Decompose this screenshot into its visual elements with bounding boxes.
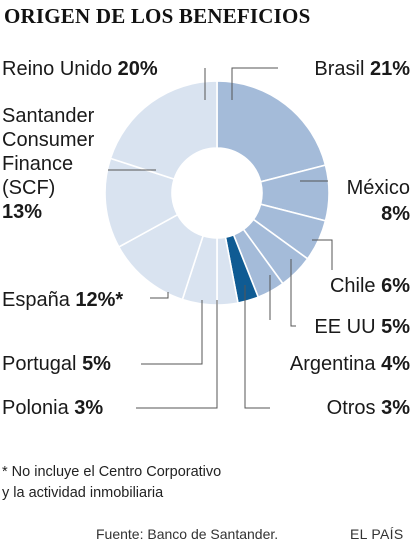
label-text: EE UU: [314, 316, 381, 338]
label-argentina: Argentina 4%: [290, 353, 410, 375]
leader-portugal: [141, 300, 203, 365]
source-credit: Fuente: Banco de Santander.: [96, 526, 279, 542]
value-label: 20%: [118, 58, 158, 80]
label-text: Polonia: [2, 397, 74, 419]
label-text: España: [2, 289, 75, 311]
label-text: Reino Unido: [2, 58, 118, 80]
value-label: 21%: [370, 58, 410, 80]
value-label: 5%: [381, 316, 410, 338]
footnote: * No incluye el Centro Corporativo y la …: [2, 462, 221, 504]
label-text: Chile: [330, 275, 381, 297]
label-brasil: Brasil 21%: [314, 58, 410, 80]
leader-ee-uu: [290, 259, 296, 327]
label-text: Portugal: [2, 353, 82, 375]
leader-polonia: [136, 300, 218, 409]
label-espana: España 12%*: [2, 289, 123, 311]
leader-espana: [150, 292, 169, 299]
label-chile: Chile 6%: [330, 275, 410, 297]
footnote-line-1: * No incluye el Centro Corporativo: [2, 464, 222, 480]
slice-reino-unido: [109, 80, 218, 181]
label-text: Argentina: [290, 353, 381, 375]
label-text: Brasil: [314, 58, 370, 80]
label-line: (SCF): [2, 177, 55, 199]
label-line: Santander: [2, 105, 95, 127]
leader-lines: [108, 67, 333, 409]
leader-chile: [312, 239, 333, 270]
label-line: México: [347, 177, 410, 199]
value-label: 13%: [2, 201, 42, 223]
label-portugal: Portugal 5%: [2, 353, 111, 375]
donut-slices: [104, 80, 330, 306]
chart-title: ORIGEN DE LOS BENEFICIOS: [4, 4, 311, 28]
value-label: 4%: [381, 353, 410, 375]
leader-brasil: [231, 67, 278, 100]
leader-otros: [244, 285, 270, 409]
value-label: 6%: [381, 275, 410, 297]
value-label: 12%*: [75, 289, 123, 311]
value-label: 8%: [381, 203, 410, 225]
label-ee-uu: EE UU 5%: [314, 316, 410, 338]
label-mexico: México 8%: [347, 177, 411, 225]
label-line: Finance: [2, 153, 73, 175]
label-text: Otros: [327, 397, 381, 419]
slice-labels: Brasil 21%México 8%Chile 6%EE UU 5%Argent…: [2, 58, 410, 419]
donut-chart: Brasil 21%México 8%Chile 6%EE UU 5%Argent…: [2, 58, 410, 419]
label-santander-consumer-finance-scf: Santander Consumer Finance (SCF) 13%: [2, 105, 95, 223]
value-label: 3%: [381, 397, 410, 419]
label-reino-unido: Reino Unido 20%: [2, 58, 158, 80]
label-otros: Otros 3%: [327, 397, 411, 419]
value-label: 3%: [74, 397, 103, 419]
publisher-brand: EL PAÍS: [350, 526, 404, 542]
footnote-line-2: y la actividad inmobiliaria: [2, 485, 164, 501]
slice-brasil: [216, 80, 327, 183]
label-line: Consumer: [2, 129, 95, 151]
value-label: 5%: [82, 353, 111, 375]
label-polonia: Polonia 3%: [2, 397, 103, 419]
